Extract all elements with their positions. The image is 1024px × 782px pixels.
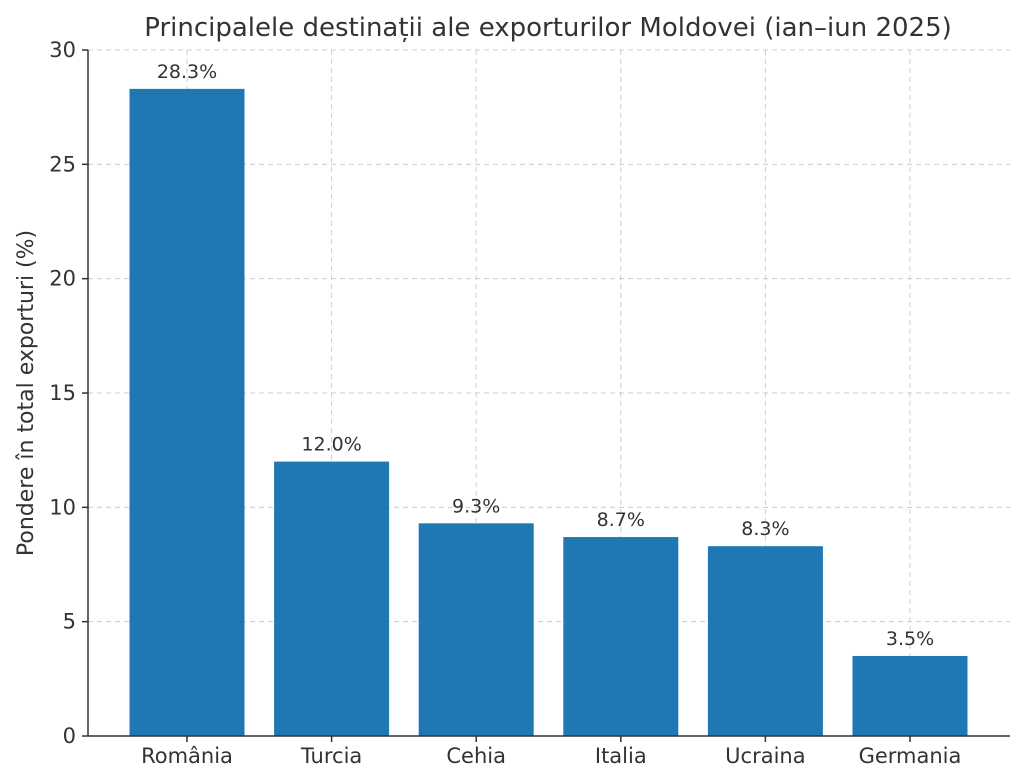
x-tick-label: Italia (595, 744, 647, 768)
y-tick-label: 5 (63, 610, 76, 634)
bar-value-label: 9.3% (452, 495, 500, 517)
x-tick-label: Turcia (300, 744, 362, 768)
bar (274, 461, 390, 736)
bar (707, 546, 823, 736)
x-tick-label: Ucraina (725, 744, 805, 768)
y-tick-label: 10 (49, 495, 76, 519)
y-tick-label: 15 (49, 381, 76, 405)
bar-value-label: 3.5% (886, 628, 934, 650)
chart-title: Principalele destinații ale exporturilor… (144, 13, 952, 43)
bar (563, 537, 679, 736)
y-tick-label: 30 (49, 38, 76, 62)
bar-value-label: 12.0% (301, 434, 361, 456)
y-tick-label: 0 (63, 724, 76, 748)
x-tick-label: Germania (859, 744, 962, 768)
bar-value-label: 8.3% (741, 518, 789, 540)
data-labels: 28.3% 12.0% 9.3% 8.7% 8.3% 3.5% (157, 61, 934, 650)
x-ticks: România Turcia Cehia Italia Ucraina Germania (141, 736, 961, 768)
bar-value-label: 8.7% (597, 509, 645, 531)
y-ticks: 0 5 10 15 20 25 30 (49, 38, 88, 748)
bars (129, 88, 968, 736)
y-tick-label: 25 (49, 152, 76, 176)
x-tick-label: România (141, 744, 233, 768)
x-tick-label: Cehia (446, 744, 506, 768)
bar (852, 655, 968, 736)
y-tick-label: 20 (49, 267, 76, 291)
y-axis-label: Pondere în total exporturi (%) (14, 230, 39, 556)
bar (418, 523, 534, 736)
bar-value-label: 28.3% (157, 61, 217, 83)
bar (129, 88, 245, 736)
